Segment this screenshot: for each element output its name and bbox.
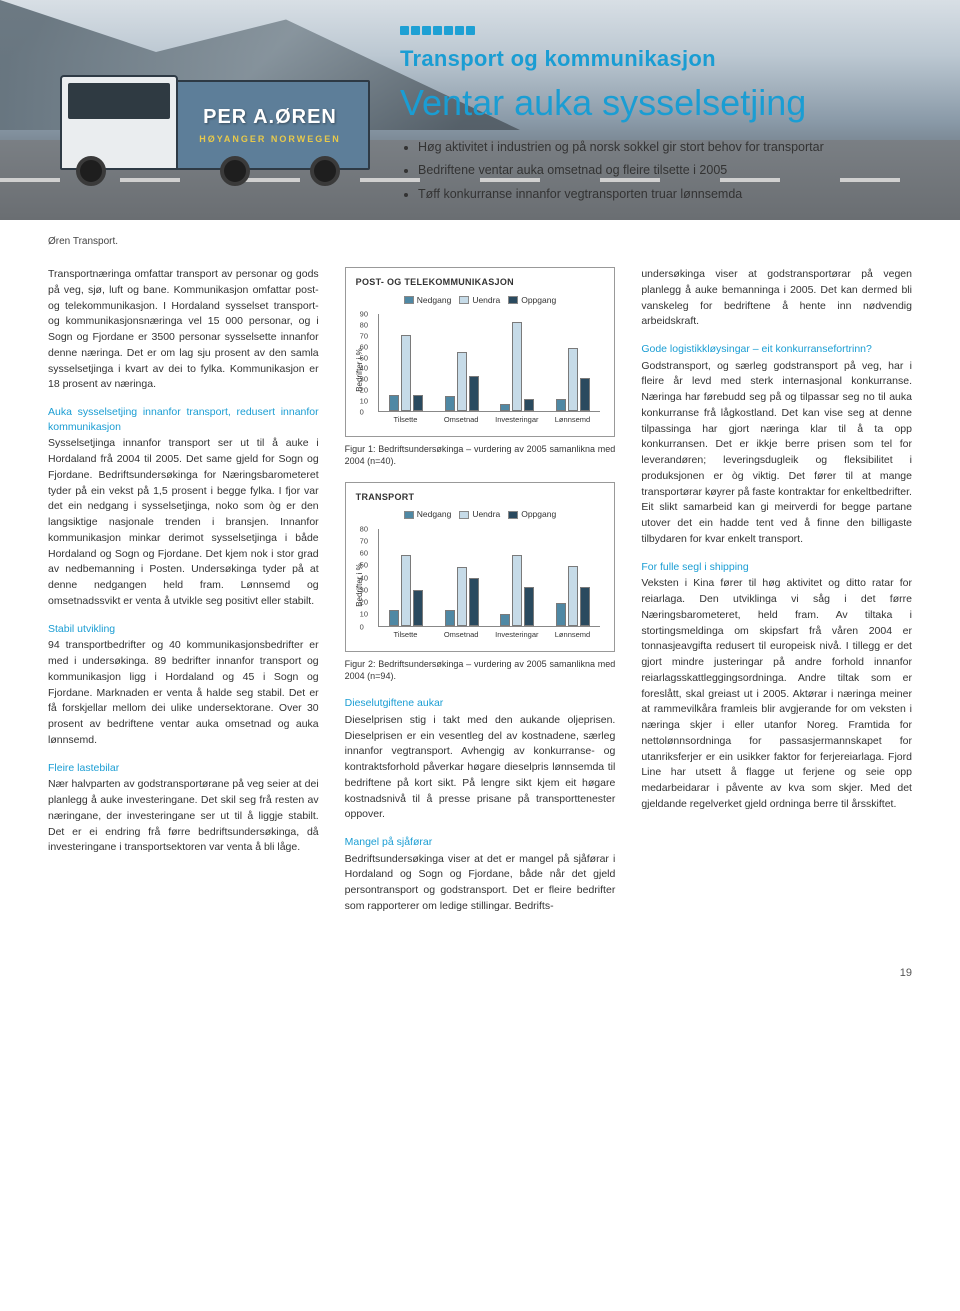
page-number: 19 <box>0 967 960 991</box>
bar-group <box>434 314 489 411</box>
bar <box>389 610 399 626</box>
chart-legend: NedgangUendraOppgang <box>356 294 605 307</box>
x-category: Lønnsemd <box>555 629 590 640</box>
chart-title: TRANSPORT <box>356 491 605 505</box>
x-category: Lønnsemd <box>555 414 590 425</box>
body-paragraph: Transportnæringa omfattar transport av p… <box>48 267 319 393</box>
x-category: Omsetnad <box>444 414 479 425</box>
figure-caption: Figur 2: Bedriftsundersøkinga – vurderin… <box>345 658 616 682</box>
bar <box>445 610 455 626</box>
title-block: Transport og kommunikasjon Ventar auka s… <box>400 22 920 208</box>
bar <box>500 404 510 412</box>
x-category: Omsetnad <box>444 629 479 640</box>
body-paragraph: 94 transportbedrifter og 40 kommunikasjo… <box>48 638 319 748</box>
subheading: For fulle segl i shipping <box>641 560 912 575</box>
body-paragraph: undersøkinga viser at godstransportørar … <box>641 267 912 330</box>
bar <box>568 348 578 411</box>
chart-title: POST- OG TELEKOMMUNIKASJON <box>356 276 605 290</box>
subheading: Stabil utvikling <box>48 622 319 637</box>
subheading: Fleire lastebilar <box>48 761 319 776</box>
bullet-item: Bedriftene ventar auka omsetnad og fleir… <box>418 161 920 180</box>
chart-2-container: TRANSPORTNedgangUendraOppgangBedrifter i… <box>345 482 616 683</box>
subheading: Gode logistikkløysingar – eit konkurrans… <box>641 342 912 357</box>
truck-brand-text: PER A.ØREN <box>172 106 368 129</box>
bar <box>524 587 534 626</box>
bar <box>580 378 590 412</box>
bar-group <box>490 529 545 626</box>
bar-group <box>545 529 600 626</box>
x-category: Tilsette <box>394 414 418 425</box>
column-right: undersøkinga viser at godstransportørar … <box>641 267 912 927</box>
body-paragraph: Godstransport, og særleg godstransport p… <box>641 359 912 548</box>
bar <box>512 322 522 411</box>
bar <box>413 395 423 411</box>
subheading: Dieselutgiftene aukar <box>345 696 616 711</box>
main-title: Ventar auka sysselsetjing <box>400 82 920 124</box>
chart-legend: NedgangUendraOppgang <box>356 508 605 521</box>
bullet-item: Høg aktivitet i industrien og på norsk s… <box>418 138 920 157</box>
header-bullets: Høg aktivitet i industrien og på norsk s… <box>400 138 920 204</box>
bar <box>445 396 455 411</box>
body-paragraph: Veksten i Kina fører til høg aktivitet o… <box>641 576 912 812</box>
subheading: Mangel på sjåførar <box>345 835 616 850</box>
bar <box>401 335 411 411</box>
bar <box>556 399 566 411</box>
bar <box>401 555 411 626</box>
x-category: Investeringar <box>495 629 538 640</box>
bar <box>580 587 590 626</box>
truck-illustration: PER A.ØREN HØYANGER NORWEGEN <box>60 70 380 190</box>
bar <box>469 578 479 626</box>
dots-decoration <box>400 22 920 40</box>
chart-1-container: POST- OG TELEKOMMUNIKASJON NedgangUendraO… <box>345 267 616 468</box>
body-paragraph: Nær halvparten av godstransportørane på … <box>48 777 319 856</box>
subheading: Auka sysselsetjing innanfor transport, r… <box>48 405 319 434</box>
bullet-item: Tøff konkurranse innanfor vegtransporten… <box>418 185 920 204</box>
column-left: Transportnæringa omfattar transport av p… <box>48 267 319 927</box>
bar <box>556 603 566 626</box>
body-paragraph: Dieselprisen stig i takt med den aukande… <box>345 713 616 823</box>
bar <box>389 395 399 411</box>
bar-group <box>545 314 600 411</box>
bar <box>457 567 467 626</box>
bar-group <box>490 314 545 411</box>
bar <box>500 614 510 626</box>
x-category: Tilsette <box>394 629 418 640</box>
bar <box>568 566 578 626</box>
hero-image: PER A.ØREN HØYANGER NORWEGEN Transport o… <box>0 0 960 220</box>
section-brand: Transport og kommunikasjon <box>400 46 920 72</box>
truck-subtext: HØYANGER NORWEGEN <box>172 134 368 144</box>
bar <box>512 555 522 626</box>
figure-caption: Figur 1: Bedriftsundersøkinga – vurderin… <box>345 443 616 467</box>
column-middle: POST- OG TELEKOMMUNIKASJON NedgangUendraO… <box>345 267 616 927</box>
body-paragraph: Sysselsetjinga innanfor transport ser ut… <box>48 436 319 609</box>
bar-group <box>379 314 434 411</box>
body-paragraph: Bedriftsundersøkinga viser at det er man… <box>345 852 616 915</box>
photo-caption: Øren Transport. <box>48 236 960 247</box>
bar <box>469 376 479 411</box>
bar <box>413 590 423 626</box>
bar-group <box>434 529 489 626</box>
bar-group <box>379 529 434 626</box>
bar <box>457 352 467 411</box>
x-category: Investeringar <box>495 414 538 425</box>
bar <box>524 399 534 411</box>
